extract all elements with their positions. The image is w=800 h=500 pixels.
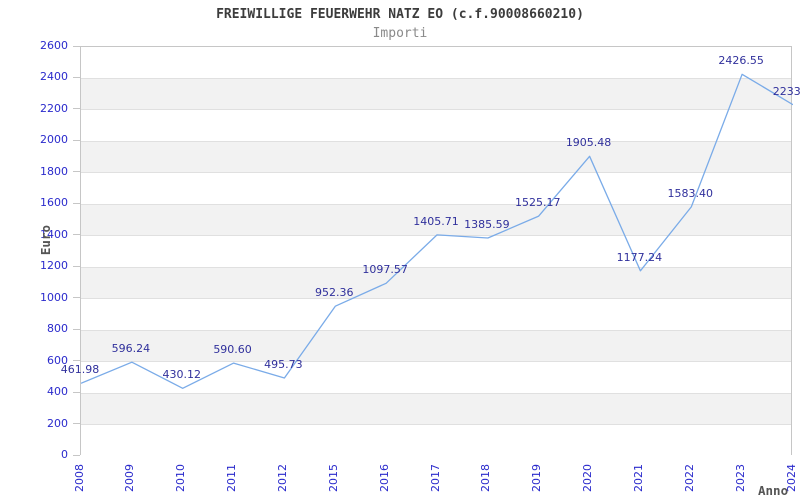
data-point-label: 1905.48 xyxy=(565,136,612,150)
data-point-label: 2233.5 xyxy=(772,84,800,98)
y-tick-label: 2600 xyxy=(40,39,68,52)
data-point-label: 1525.17 xyxy=(514,196,561,210)
gridline xyxy=(81,172,791,174)
background-band xyxy=(81,235,791,268)
data-point-label: 1097.57 xyxy=(362,263,408,277)
gridline xyxy=(81,424,791,426)
x-tick-label: 2011 xyxy=(225,464,239,492)
plot-area xyxy=(80,46,793,456)
x-tick-label: 2012 xyxy=(275,464,289,492)
y-tick-mark xyxy=(73,391,80,393)
x-tick-label: 2020 xyxy=(581,464,595,492)
x-tick-label: 2022 xyxy=(682,464,696,492)
chart-title: FREIWILLIGE FEUERWEHR NATZ EO (c.f.90008… xyxy=(216,7,584,22)
y-tick-label: 1000 xyxy=(40,290,68,304)
y-tick-label: 1200 xyxy=(40,259,68,273)
y-tick-mark xyxy=(73,454,80,456)
data-point-label: 1405.71 xyxy=(413,214,459,228)
y-tick-label: 1600 xyxy=(40,196,68,210)
y-tick-mark xyxy=(73,234,80,236)
background-band xyxy=(81,393,791,425)
y-tick-mark xyxy=(73,139,80,141)
x-axis-title: Anno xyxy=(758,483,789,498)
background-band xyxy=(81,330,791,362)
y-tick-mark xyxy=(73,76,80,78)
gridline xyxy=(81,329,791,331)
background-band xyxy=(81,172,791,205)
y-tick-label: 0 xyxy=(61,448,68,461)
x-tick-label: 2015 xyxy=(326,464,340,492)
y-tick-mark xyxy=(73,265,80,267)
data-point-label: 1583.40 xyxy=(667,186,714,200)
data-point-label: 952.36 xyxy=(315,286,354,300)
y-tick-label: 600 xyxy=(47,353,68,367)
gridline xyxy=(81,361,791,363)
data-point-label: 590.60 xyxy=(213,343,252,357)
x-tick-label: 2008 xyxy=(72,464,86,492)
data-point-label: 1177.24 xyxy=(616,250,663,264)
y-tick-mark xyxy=(73,328,80,330)
y-tick-label: 1800 xyxy=(40,164,68,178)
background-band xyxy=(81,141,791,173)
y-tick-mark xyxy=(73,423,80,425)
x-tick-label: 2023 xyxy=(733,464,747,492)
background-band xyxy=(81,424,791,456)
data-point-label: 461.98 xyxy=(60,363,100,377)
y-tick-label: 400 xyxy=(47,385,68,399)
background-band xyxy=(81,298,791,331)
gridline xyxy=(81,140,791,142)
x-tick-label: 2021 xyxy=(631,464,645,492)
y-tick-label: 2400 xyxy=(40,70,68,84)
chart-subtitle: Importi xyxy=(372,26,428,41)
y-tick-mark xyxy=(73,360,80,362)
y-tick-mark xyxy=(73,108,80,110)
data-point-label: 2426.55 xyxy=(718,54,764,68)
gridline xyxy=(81,109,791,111)
y-tick-label: 2200 xyxy=(40,101,68,115)
x-tick-label: 2009 xyxy=(123,464,137,492)
data-point-label: 495.73 xyxy=(264,358,303,372)
y-tick-label: 2000 xyxy=(40,133,68,147)
y-tick-mark xyxy=(73,45,80,47)
data-point-label: 430.12 xyxy=(162,368,201,382)
gridline xyxy=(81,203,791,205)
y-tick-mark xyxy=(73,171,80,173)
y-tick-label: 800 xyxy=(47,322,68,336)
background-band xyxy=(81,78,791,110)
x-tick-label: 2017 xyxy=(428,464,442,492)
line-series xyxy=(81,73,793,389)
y-tick-label: 200 xyxy=(47,416,68,430)
gridline xyxy=(81,266,791,268)
x-tick-label: 2018 xyxy=(479,464,493,492)
background-band xyxy=(81,361,791,394)
data-point-label: 1385.59 xyxy=(464,218,510,232)
gridline xyxy=(81,392,791,394)
background-band xyxy=(81,109,791,142)
data-point-label: 596.24 xyxy=(111,342,151,356)
background-band xyxy=(81,267,791,299)
x-tick-label: 2016 xyxy=(377,464,391,492)
gridline xyxy=(81,298,791,300)
x-tick-label: 2010 xyxy=(174,464,188,492)
y-axis-title: Euro xyxy=(38,224,53,255)
y-tick-mark xyxy=(73,297,80,299)
background-band xyxy=(81,47,791,79)
y-tick-label: 1400 xyxy=(40,227,68,241)
y-tick-mark xyxy=(73,202,80,204)
x-tick-label: 2019 xyxy=(530,464,544,492)
gridline xyxy=(81,77,791,79)
